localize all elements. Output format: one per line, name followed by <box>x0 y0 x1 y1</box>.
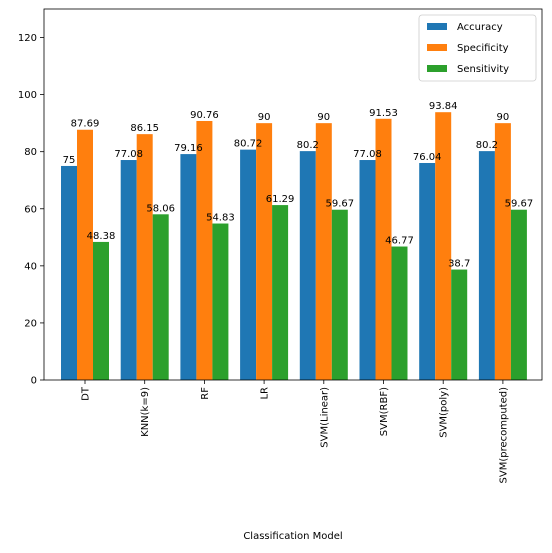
data-label-sensitivity-5: 46.77 <box>385 236 414 247</box>
data-label-accuracy-1: 77.08 <box>114 149 143 160</box>
bar-specificity-3 <box>256 123 273 381</box>
x-tick-label: KNN(k=9) <box>140 387 151 437</box>
bar-accuracy-7 <box>478 151 495 380</box>
bar-sensitivity-2 <box>212 223 229 380</box>
bar-accuracy-3 <box>240 149 257 380</box>
data-label-accuracy-0: 75 <box>63 155 76 166</box>
y-tick-label: 0 <box>31 376 37 387</box>
x-tick-label: RF <box>200 387 211 400</box>
bar-sensitivity-3 <box>272 205 289 380</box>
data-label-specificity-3: 90 <box>258 112 271 123</box>
x-tick-label: SVM(RBF) <box>379 387 390 436</box>
bar-accuracy-2 <box>180 154 197 380</box>
legend: Accuracy Specificity Sensitivity <box>418 14 537 82</box>
axes-group: 0 20 40 60 80 100 120 DT KNN(k=9) RF LR SVM(Linear)… <box>18 8 543 484</box>
data-label-accuracy-5: 77.08 <box>353 149 382 160</box>
bar-sensitivity-0 <box>93 241 109 380</box>
bar-accuracy-4 <box>299 151 316 380</box>
bar-accuracy-6 <box>419 162 436 380</box>
bars-group <box>61 112 527 381</box>
bar-sensitivity-5 <box>391 246 408 380</box>
bar-accuracy-0 <box>61 165 77 380</box>
x-tick-label: DT <box>81 386 92 401</box>
data-label-sensitivity-6: 38.7 <box>448 259 470 270</box>
x-tick-label: SVM(Linear) <box>319 387 330 448</box>
data-label-sensitivity-0: 48.38 <box>87 231 116 242</box>
y-tick-label: 120 <box>18 33 37 44</box>
bar-specificity-4 <box>315 123 332 381</box>
data-label-specificity-0: 87.69 <box>71 119 100 130</box>
bar-accuracy-5 <box>359 160 376 380</box>
bar-specificity-6 <box>435 112 452 381</box>
y-tick-label: 60 <box>24 204 37 215</box>
data-label-sensitivity-1: 58.06 <box>146 203 175 214</box>
x-axis-title: Classification Model <box>243 531 342 542</box>
data-label-sensitivity-3: 61.29 <box>266 194 295 205</box>
data-label-sensitivity-4: 59.67 <box>325 199 354 210</box>
data-label-accuracy-2: 79.16 <box>174 143 203 154</box>
data-label-accuracy-3: 80.72 <box>234 139 263 150</box>
y-tick-label: 40 <box>24 261 37 272</box>
data-label-accuracy-6: 76.04 <box>413 152 442 163</box>
data-label-specificity-2: 90.76 <box>190 110 219 121</box>
legend-swatch-accuracy <box>427 23 447 30</box>
bar-sensitivity-4 <box>331 209 348 380</box>
y-tick-label: 100 <box>18 90 37 101</box>
bar-specificity-7 <box>494 123 511 381</box>
data-label-specificity-5: 91.53 <box>369 108 398 119</box>
legend-swatch-specificity <box>427 44 447 51</box>
data-label-accuracy-7: 80.2 <box>476 140 498 151</box>
legend-label-specificity: Specificity <box>457 43 509 54</box>
plot-frame <box>43 8 543 381</box>
y-tick-label: 80 <box>24 147 37 158</box>
bar-specificity-5 <box>375 118 392 380</box>
x-tick-label: LR <box>260 387 271 400</box>
legend-swatch-sensitivity <box>427 65 447 72</box>
bar-specificity-0 <box>77 129 93 380</box>
bar-specificity-2 <box>196 120 213 380</box>
data-label-sensitivity-7: 59.67 <box>505 199 534 210</box>
data-label-specificity-1: 86.15 <box>130 123 159 134</box>
bar-sensitivity-6 <box>451 269 468 380</box>
legend-label-sensitivity: Sensitivity <box>457 64 509 75</box>
y-tick-label: 20 <box>24 318 37 329</box>
data-label-specificity-7: 90 <box>497 112 510 123</box>
bar-sensitivity-1 <box>152 214 169 380</box>
x-tick-label: SVM(poly) <box>439 387 450 438</box>
data-label-specificity-6: 93.84 <box>429 101 458 112</box>
bar-accuracy-1 <box>120 160 137 380</box>
legend-label-accuracy: Accuracy <box>457 22 503 33</box>
data-label-sensitivity-2: 54.83 <box>206 213 235 224</box>
bar-sensitivity-7 <box>510 209 527 380</box>
data-labels-group: 75 77.08 79.16 80.72 80.2 77.08 76.04 80.2 87.69… <box>63 101 534 269</box>
data-label-accuracy-4: 80.2 <box>297 140 319 151</box>
x-tick-label: SVM(precomputed) <box>498 387 509 484</box>
legend-box <box>418 14 537 82</box>
data-label-specificity-4: 90 <box>317 112 330 123</box>
bar-specificity-1 <box>136 134 153 380</box>
